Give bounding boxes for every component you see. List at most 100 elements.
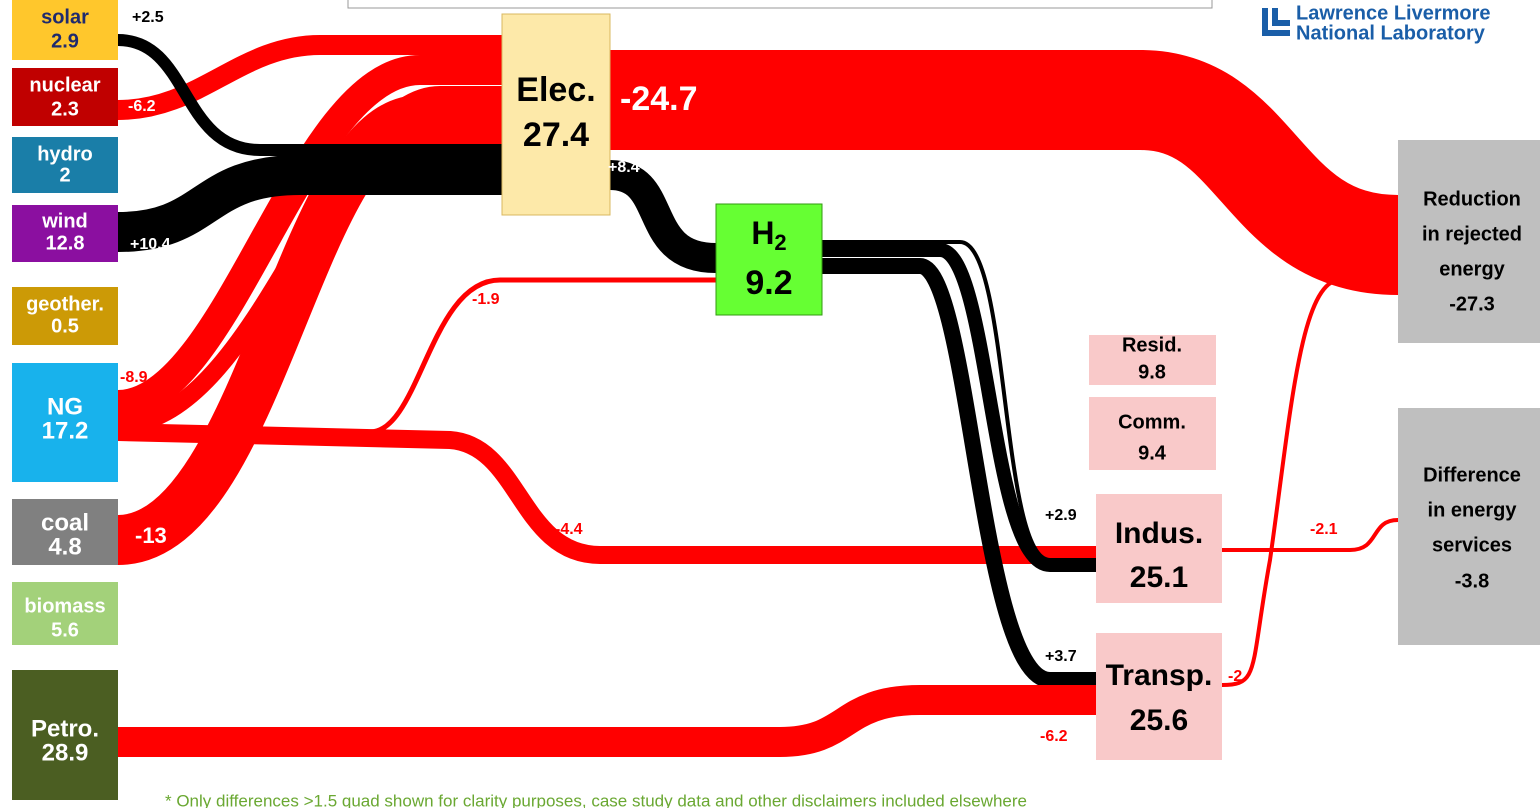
node-label: Resid. <box>1122 334 1182 356</box>
node-box <box>1096 633 1222 760</box>
node-box <box>1096 494 1222 603</box>
node-box <box>12 582 118 645</box>
outcome-box <box>1398 408 1540 645</box>
flows <box>115 34 1401 757</box>
node-label: Indus. <box>1115 517 1203 550</box>
logo-mark <box>1262 8 1290 36</box>
flow <box>118 685 1096 757</box>
sector-labels: Resid. 9.8 Comm. 9.4 Indus. 25.1 Transp.… <box>1106 334 1213 737</box>
node-label: geother. <box>26 293 104 315</box>
node-label: nuclear <box>29 74 100 96</box>
footnote: * Only differences >1.5 quad shown for c… <box>165 791 1027 808</box>
flow-label: -6.2 <box>1040 728 1068 745</box>
flow <box>117 423 1096 564</box>
flow <box>117 34 502 156</box>
node-value: 2 <box>59 164 70 186</box>
outcome-value: -3.8 <box>1455 570 1489 592</box>
source-labels: solar 2.9 nuclear 2.3 hydro 2 wind 12.8 … <box>24 6 105 766</box>
flow-label: +8.4 <box>608 159 640 176</box>
outcome-label: in rejected <box>1422 223 1522 245</box>
node-label: NG <box>47 393 83 420</box>
source-nodes <box>12 0 118 800</box>
flow <box>1221 278 1398 687</box>
logo-text: National Laboratory <box>1296 22 1486 44</box>
node-box <box>12 68 118 126</box>
node-value: 4.8 <box>48 533 81 560</box>
flow-label: -8.9 <box>120 369 148 386</box>
node-label: Petro. <box>31 715 99 742</box>
outcome-labels: Reduction in rejected energy -27.3 Diffe… <box>1422 188 1522 592</box>
node-box <box>12 205 118 262</box>
node-label: Comm. <box>1118 411 1186 433</box>
flow-label: -2.1 <box>1310 521 1338 538</box>
outcome-label: energy <box>1439 258 1505 280</box>
flow <box>115 95 502 565</box>
flow-label: -6.2 <box>128 98 156 115</box>
node-value: 27.4 <box>523 116 589 154</box>
flow <box>822 240 1051 562</box>
outcome-box <box>1398 140 1540 343</box>
outcome-value: -27.3 <box>1449 293 1495 315</box>
flow-label: -4.4 <box>555 521 583 538</box>
node-box <box>12 499 118 565</box>
node-value: 25.1 <box>1130 561 1188 594</box>
flow-labels: +2.5 -6.2 +10.4 -8.9 -13 -24.7 +8.4 -1.9… <box>120 9 1338 745</box>
outcome-label: Difference <box>1423 464 1521 486</box>
node-label: solar <box>41 6 89 28</box>
node-value: 12.8 <box>46 232 85 254</box>
node-value: 17.2 <box>42 417 89 444</box>
node-label: Transp. <box>1106 659 1213 692</box>
node-label: wind <box>41 210 88 232</box>
flow-label: -13 <box>135 523 167 548</box>
outcome-label: Reduction <box>1423 188 1521 210</box>
node-box <box>12 363 118 482</box>
flow-label: +2.9 <box>1045 507 1077 524</box>
node-label: coal <box>41 509 89 536</box>
node-label-main: H <box>751 215 774 251</box>
flow <box>117 35 502 120</box>
flow-label: -24.7 <box>620 80 698 118</box>
node-value: 2.9 <box>51 30 79 52</box>
node-box <box>12 670 118 800</box>
node-box <box>12 137 118 193</box>
node-value: 25.6 <box>1130 704 1188 737</box>
h2-node <box>715 203 823 316</box>
node-box <box>1089 397 1216 470</box>
flow <box>118 277 716 435</box>
flow-label: -2 <box>1228 668 1242 685</box>
outcome-label: in energy <box>1428 499 1518 521</box>
node-value: 9.2 <box>745 264 792 302</box>
flow <box>1222 518 1399 552</box>
flow <box>822 258 1096 688</box>
node-label-subscript: 2 <box>774 230 786 255</box>
node-box <box>1089 335 1216 385</box>
flow-label: +2.5 <box>132 9 164 26</box>
logo: Lawrence Livermore National Laboratory <box>1262 2 1491 44</box>
flow <box>610 49 1401 295</box>
node-value: 9.8 <box>1138 361 1166 383</box>
node-value: 5.6 <box>51 619 79 641</box>
elec-node <box>501 13 611 216</box>
node-box <box>12 0 118 60</box>
flow-label: +10.4 <box>130 236 171 253</box>
flow <box>608 160 717 273</box>
flow <box>117 155 502 252</box>
node-value: 0.5 <box>51 315 79 337</box>
sector-nodes <box>1089 335 1222 760</box>
node-box <box>12 287 118 345</box>
node-label: H2 <box>751 215 786 254</box>
flow <box>116 55 502 420</box>
logo-text: Lawrence Livermore <box>1296 2 1491 24</box>
outcome-label: services <box>1432 534 1512 556</box>
node-value: 28.9 <box>42 739 89 766</box>
node-label: hydro <box>37 143 93 165</box>
node-label: biomass <box>24 595 105 617</box>
flow-label: +3.7 <box>1045 648 1077 665</box>
node-value: 9.4 <box>1138 442 1167 464</box>
node-value: 2.3 <box>51 98 79 120</box>
title-box <box>347 0 1213 9</box>
node-label: Elec. <box>516 71 595 109</box>
flow-label: -1.9 <box>472 291 500 308</box>
flow <box>822 243 1096 572</box>
